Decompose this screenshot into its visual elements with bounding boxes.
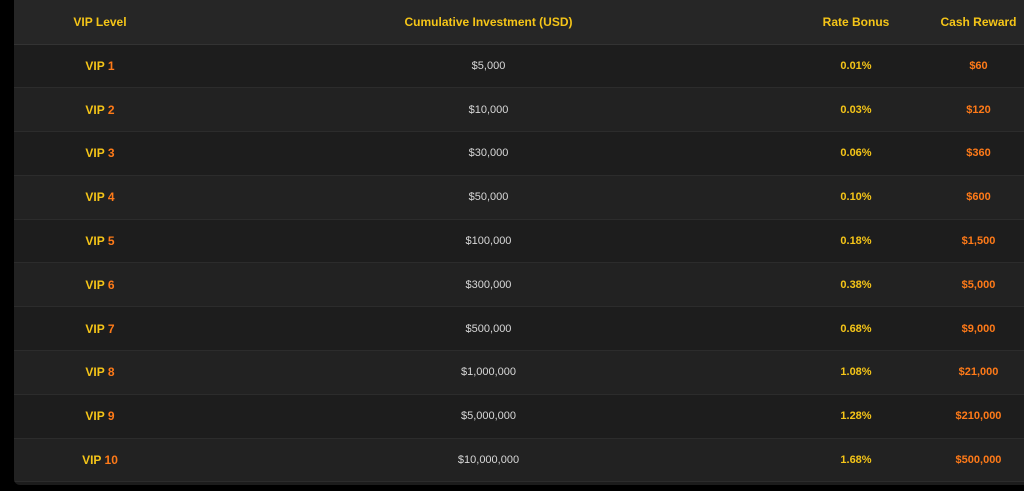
vip-level-cell: VIP 6 [14,263,186,307]
vip-label: VIP [85,321,105,336]
header-vip-level: VIP Level [14,0,186,45]
vip-label: VIP [85,190,105,205]
rate-bonus-cell: 0.18% [840,235,872,248]
rate-bonus-cell: 0.68% [840,322,872,335]
rate-bonus-cell: 1.68% [840,454,872,467]
cash-reward-cell: $500,000 [955,454,1002,467]
header-cash-reward: Cash Reward [921,0,1024,45]
rate-bonus-cell: 0.06% [840,147,872,160]
investment-cell: $300,000 [465,278,512,291]
cash-reward-cell: $210,000 [955,410,1002,423]
investment-cell: $5,000 [471,59,506,72]
cash-reward-cell: $600 [966,191,991,204]
vip-level-cell: VIP 10 [14,438,186,482]
rate-bonus-cell: 0.01% [840,59,872,72]
table-row: VIP 2 $10,000 0.03% $120 [14,87,1024,132]
table-body: VIP 1 $5,000 0.01% $60 VIP 2 $10,000 0.0… [14,44,1024,482]
vip-levels-table: VIP Level Cumulative Investment (USD) Ra… [14,0,1024,482]
investment-cell: $100,000 [465,235,512,248]
table-row: VIP 7 $500,000 0.68% $9,000 [14,306,1024,351]
cash-reward-cell: $5,000 [961,278,996,291]
vip-label: VIP [85,234,105,249]
vip-number: 10 [104,453,118,468]
rate-bonus-cell: 0.03% [840,103,872,116]
vip-label: VIP [85,277,105,292]
vip-number: 6 [107,277,115,292]
vip-level-cell: VIP 7 [14,307,186,351]
rate-bonus-cell: 0.38% [840,278,872,291]
vip-label: VIP [82,453,102,468]
cash-reward-cell: $120 [966,103,991,116]
vip-level-cell: VIP 1 [14,44,186,88]
vip-number: 3 [107,146,115,161]
investment-cell: $500,000 [465,322,512,335]
vip-number: 7 [107,321,115,336]
table-row: VIP 4 $50,000 0.10% $600 [14,175,1024,220]
vip-number: 5 [107,234,115,249]
table-row: VIP 10 $10,000,000 1.68% $500,000 [14,438,1024,482]
vip-level-cell: VIP 8 [14,351,186,395]
table-row: VIP 9 $5,000,000 1.28% $210,000 [14,394,1024,439]
vip-number: 8 [107,365,115,380]
vip-level-cell: VIP 3 [14,132,186,176]
rate-bonus-cell: 1.08% [840,366,872,379]
vip-level-cell: VIP 2 [14,88,186,132]
investment-cell: $50,000 [468,191,509,204]
table-row: VIP 3 $30,000 0.06% $360 [14,131,1024,176]
table-header: VIP Level Cumulative Investment (USD) Ra… [14,0,1024,45]
vip-level-cell: VIP 4 [14,175,186,219]
vip-number: 2 [107,102,115,117]
vip-level-cell: VIP 9 [14,394,186,438]
cash-reward-cell: $1,500 [961,235,996,248]
rate-bonus-cell: 0.10% [840,191,872,204]
investment-cell: $10,000 [468,103,509,116]
header-cumulative-investment: Cumulative Investment (USD) [186,0,791,45]
cash-reward-cell: $360 [966,147,991,160]
cash-reward-cell: $60 [969,59,988,72]
vip-level-cell: VIP 5 [14,219,186,263]
vip-label: VIP [85,365,105,380]
investment-cell: $1,000,000 [460,366,517,379]
header-rate-bonus: Rate Bonus [791,0,921,45]
cash-reward-cell: $9,000 [961,322,996,335]
investment-cell: $5,000,000 [460,410,517,423]
vip-number: 1 [107,58,115,73]
vip-levels-panel: VIP Level Cumulative Investment (USD) Ra… [14,0,1024,485]
vip-number: 4 [107,190,115,205]
investment-cell: $10,000,000 [457,454,520,467]
rate-bonus-cell: 1.28% [840,410,872,423]
table-row: VIP 8 $1,000,000 1.08% $21,000 [14,350,1024,395]
vip-label: VIP [85,58,105,73]
vip-label: VIP [85,102,105,117]
vip-number: 9 [107,409,115,424]
table-row: VIP 5 $100,000 0.18% $1,500 [14,219,1024,263]
table-row: VIP 1 $5,000 0.01% $60 [14,44,1024,88]
vip-label: VIP [85,409,105,424]
header-row: VIP Level Cumulative Investment (USD) Ra… [14,0,1024,45]
cash-reward-cell: $21,000 [958,366,999,379]
table-row: VIP 6 $300,000 0.38% $5,000 [14,262,1024,307]
vip-label: VIP [85,146,105,161]
investment-cell: $30,000 [468,147,509,160]
